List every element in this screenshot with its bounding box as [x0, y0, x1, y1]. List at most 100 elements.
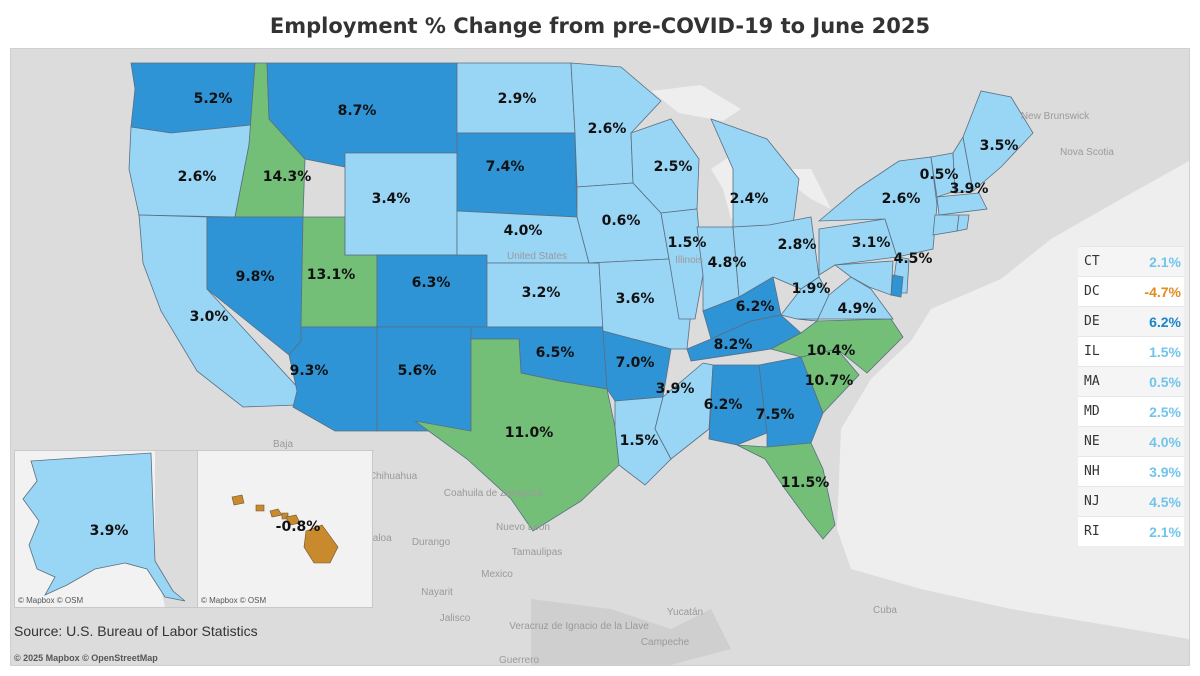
- state-value-wy: 3.4%: [372, 191, 411, 207]
- geo-labels: New Brunswick Nova Scotia United States Ill…: [273, 111, 1114, 665]
- geo-label: Nova Scotia: [1060, 147, 1114, 158]
- state-value-ar: 7.0%: [616, 355, 655, 371]
- state-value-ky: 6.2%: [736, 299, 775, 315]
- state-value-mt: 8.7%: [338, 103, 377, 119]
- state-value-id: 14.3%: [263, 169, 312, 185]
- state-sd[interactable]: [456, 132, 578, 218]
- state-value-al: 6.2%: [704, 397, 743, 413]
- geo-label: Veracruz de Ignacio de la Llave: [509, 621, 649, 632]
- state-value-oh: 2.8%: [778, 237, 817, 253]
- state-value-in: 4.8%: [708, 255, 747, 271]
- geo-label: Cuba: [873, 605, 897, 616]
- table-value: -4.7%: [1144, 283, 1181, 300]
- state-value-az: 9.3%: [290, 363, 329, 379]
- geo-label: Durango: [412, 537, 451, 548]
- table-row: NJ 4.5%: [1078, 486, 1184, 516]
- geo-label: Illinois: [675, 255, 703, 266]
- state-me[interactable]: [962, 90, 1034, 192]
- state-co[interactable]: [376, 254, 488, 328]
- state-value-or: 2.6%: [178, 169, 217, 185]
- table-row: MD 2.5%: [1078, 396, 1184, 426]
- geo-label: Tamaulipas: [512, 547, 563, 558]
- state-pa[interactable]: [818, 218, 898, 276]
- state-value-nh: 3.9%: [950, 181, 989, 197]
- state-il[interactable]: [660, 208, 704, 320]
- state-value-sc: 10.7%: [805, 373, 854, 389]
- state-ny[interactable]: [817, 156, 938, 258]
- alaska-inset-credit: © Mapbox © OSM: [18, 596, 84, 605]
- state-de[interactable]: [890, 274, 904, 298]
- table-state: NJ: [1084, 494, 1100, 509]
- table-state: NH: [1084, 464, 1100, 479]
- state-value-sd: 7.4%: [486, 159, 525, 175]
- table-value: 2.5%: [1149, 403, 1181, 420]
- geo-label: Yucatán: [667, 607, 703, 618]
- table-state: CT: [1084, 254, 1100, 269]
- state-value-nv: 9.8%: [236, 269, 275, 285]
- table-state: RI: [1084, 524, 1100, 539]
- table-state: DE: [1084, 314, 1100, 329]
- state-ms[interactable]: [654, 362, 714, 460]
- geo-label: Coahuila de Zaragoza: [444, 488, 543, 499]
- state-md[interactable]: [833, 260, 894, 296]
- geo-label: Jalisco: [440, 613, 471, 624]
- table-row: DE 6.2%: [1078, 306, 1184, 336]
- state-tx[interactable]: [414, 338, 620, 532]
- table-row: DC -4.7%: [1078, 276, 1184, 306]
- state-value-vt: 0.5%: [920, 167, 959, 183]
- state-value-nj: 4.5%: [894, 251, 933, 267]
- map-frame[interactable]: New Brunswick Nova Scotia United States Ill…: [10, 48, 1190, 666]
- state-value-ne: 4.0%: [504, 223, 543, 239]
- map-credit[interactable]: © 2025 Mapbox © OpenStreetMap: [14, 653, 158, 663]
- table-row: NE 4.0%: [1078, 426, 1184, 456]
- map-title: Employment % Change from pre-COVID-19 to…: [269, 14, 931, 38]
- state-ma[interactable]: [936, 192, 988, 216]
- table-row: CT 2.1%: [1078, 246, 1184, 276]
- source-note: Source: U.S. Bureau of Labor Statistics: [14, 623, 258, 639]
- state-value-nm: 5.6%: [398, 363, 437, 379]
- state-value-pa: 3.1%: [852, 235, 891, 251]
- state-value-ia: 0.6%: [602, 213, 641, 229]
- geo-label: Sinaloa: [358, 533, 392, 544]
- state-value-wa: 5.2%: [194, 91, 233, 107]
- state-value-ms: 3.9%: [656, 381, 695, 397]
- state-value-tn: 8.2%: [714, 337, 753, 353]
- state-value-fl: 11.5%: [781, 475, 830, 491]
- alaska-inset[interactable]: 3.9% © Mapbox © OSM: [14, 450, 198, 608]
- state-value-hi: -0.8%: [276, 519, 321, 535]
- state-value-tx: 11.0%: [505, 425, 554, 441]
- state-tn[interactable]: [686, 314, 802, 362]
- state-hi[interactable]: [231, 494, 339, 564]
- geo-label: United States: [507, 251, 567, 262]
- geo-label: Chihuahua: [369, 471, 418, 482]
- state-fl[interactable]: [736, 442, 836, 540]
- table-value: 6.2%: [1149, 313, 1181, 330]
- state-value-ga: 7.5%: [756, 407, 795, 423]
- states-layer: [128, 62, 1034, 540]
- state-al[interactable]: [708, 364, 768, 446]
- geo-label: New Brunswick: [1021, 111, 1090, 122]
- table-value: 0.5%: [1149, 373, 1181, 390]
- state-nm[interactable]: [376, 326, 472, 432]
- state-value-co: 6.3%: [412, 275, 451, 291]
- state-value-ks: 3.2%: [522, 285, 561, 301]
- table-state: IL: [1084, 344, 1100, 359]
- state-nc[interactable]: [769, 318, 904, 374]
- geo-label: Baja: [273, 439, 293, 450]
- state-value-wv: 1.9%: [792, 281, 831, 297]
- hawaii-inset-credit: © Mapbox © OSM: [201, 596, 267, 605]
- state-value-nc: 10.4%: [807, 343, 856, 359]
- state-value-ak: 3.9%: [90, 523, 129, 539]
- hawaii-inset[interactable]: -0.8% © Mapbox © OSM: [197, 450, 373, 608]
- state-ri[interactable]: [956, 214, 970, 232]
- table-row: IL 1.5%: [1078, 336, 1184, 366]
- geo-label: Nuevo León: [496, 522, 550, 533]
- state-value-va: 4.9%: [838, 301, 877, 317]
- table-state: NE: [1084, 434, 1100, 449]
- table-row: RI 2.1%: [1078, 516, 1184, 546]
- geo-label: Campeche: [641, 637, 690, 648]
- state-value-mi: 2.4%: [730, 191, 769, 207]
- small-states-table: CT 2.1% DC -4.7% DE 6.2% IL 1.5% MA 0.5% MD 2.5% NE 4…: [1078, 246, 1184, 546]
- state-ak[interactable]: [22, 452, 186, 602]
- table-value: 3.9%: [1149, 463, 1181, 480]
